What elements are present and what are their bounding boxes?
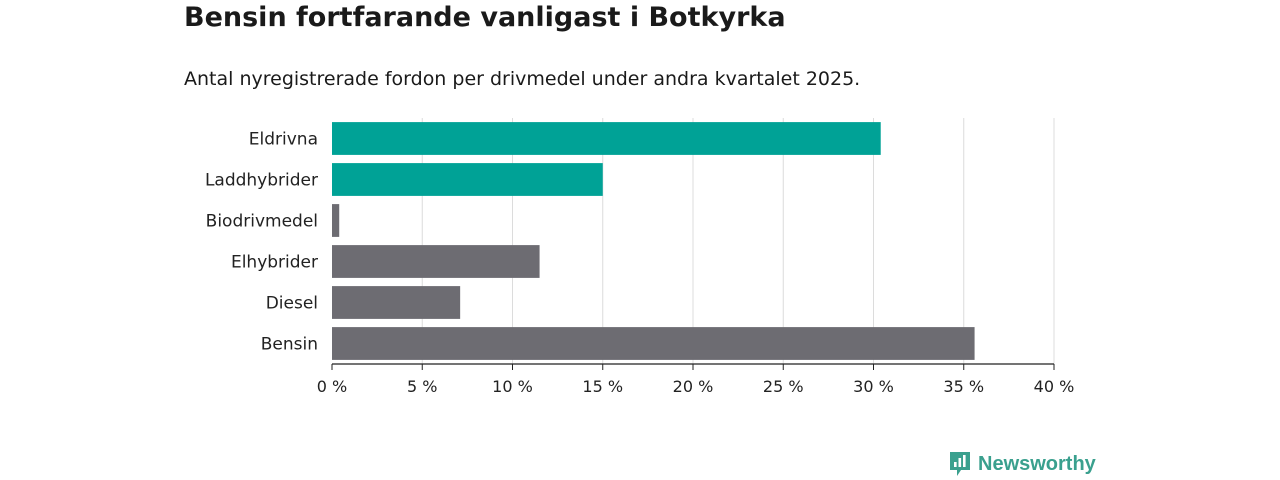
chart-subtitle: Antal nyregistrerade fordon per drivmede… bbox=[184, 68, 861, 90]
x-tick-label: 40 % bbox=[1034, 377, 1075, 396]
bar-biodrivmedel bbox=[332, 204, 340, 237]
chart-title: Bensin fortfarande vanligast i Botkyrka bbox=[184, 2, 786, 33]
brand-name: Newsworthy bbox=[978, 452, 1096, 475]
grid-lines bbox=[421, 118, 1055, 364]
x-axis: 0 % 5 % 10 % 15 % 20 % 25 % 30 % 35 % 40 % bbox=[317, 363, 1075, 396]
bar-chart: Eldrivna Laddhybrider Biodrivmedel Elhybrid… bbox=[205, 118, 1075, 396]
x-tick-label: 15 % bbox=[582, 377, 623, 396]
x-tick-label: 25 % bbox=[763, 377, 804, 396]
category-label: Elhybrider bbox=[231, 253, 318, 273]
bar-elhybrider bbox=[332, 245, 540, 278]
bars bbox=[332, 122, 975, 360]
category-labels: Eldrivna Laddhybrider Biodrivmedel Elhybrid… bbox=[205, 130, 318, 355]
bar-eldrivna bbox=[332, 122, 881, 155]
category-label: Diesel bbox=[266, 294, 318, 314]
category-label: Eldrivna bbox=[249, 130, 318, 150]
category-label: Bensin bbox=[261, 335, 318, 355]
x-tick-label: 5 % bbox=[407, 377, 437, 396]
x-tick-label: 30 % bbox=[853, 377, 894, 396]
newsworthy-logo-icon bbox=[950, 452, 970, 476]
x-tick-label: 10 % bbox=[492, 377, 533, 396]
category-label: Laddhybrider bbox=[205, 171, 318, 191]
x-tick-label: 20 % bbox=[673, 377, 714, 396]
x-tick-label: 0 % bbox=[317, 377, 347, 396]
x-tick-label: 35 % bbox=[943, 377, 984, 396]
bar-laddhybrider bbox=[332, 163, 603, 196]
newsworthy-brand: Newsworthy bbox=[948, 450, 1096, 478]
category-label: Biodrivmedel bbox=[206, 212, 318, 232]
bar-diesel bbox=[332, 286, 461, 319]
bar-bensin bbox=[332, 327, 975, 360]
